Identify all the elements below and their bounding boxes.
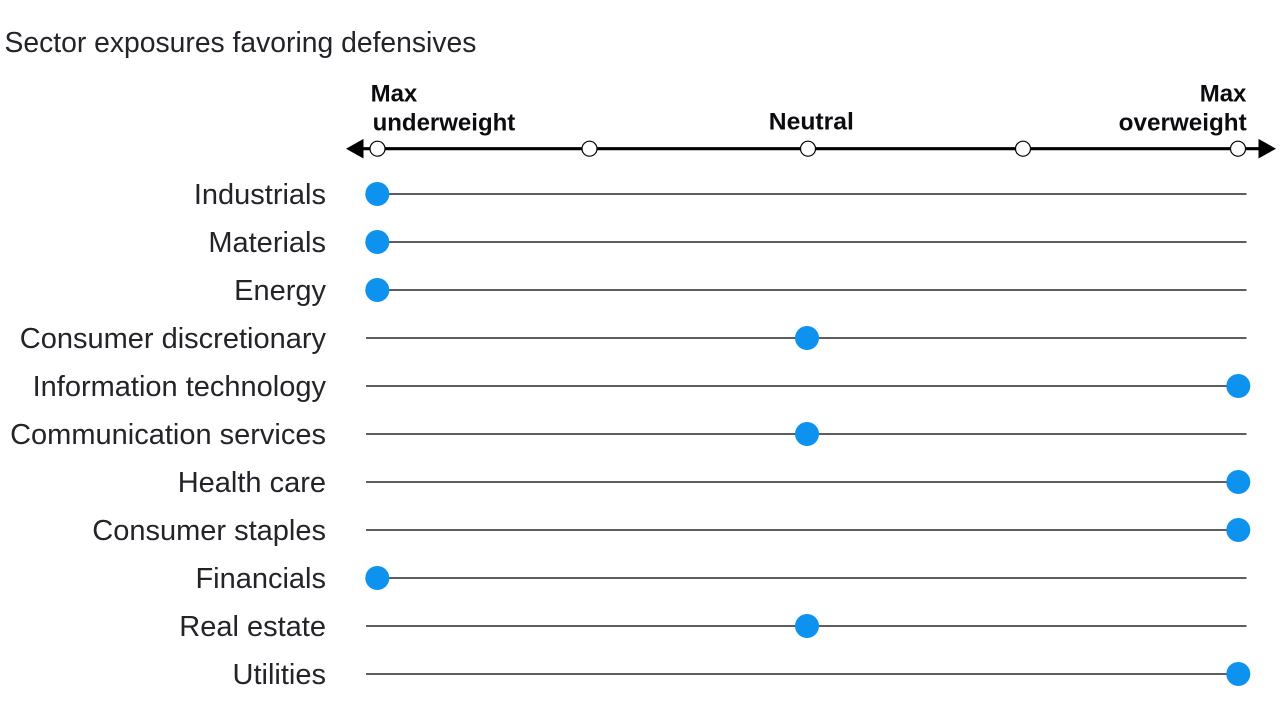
svg-text:Max: Max xyxy=(371,81,418,108)
svg-text:Materials: Materials xyxy=(208,227,326,259)
svg-text:Max: Max xyxy=(1200,81,1247,108)
svg-text:Utilities: Utilities xyxy=(233,659,326,691)
svg-text:Consumer staples: Consumer staples xyxy=(92,515,326,547)
svg-text:Financials: Financials xyxy=(195,563,326,595)
svg-text:Energy: Energy xyxy=(234,275,326,307)
svg-text:underweight: underweight xyxy=(373,110,516,137)
svg-text:Communication services: Communication services xyxy=(10,419,326,451)
svg-text:Information technology: Information technology xyxy=(33,371,327,403)
svg-text:Sector exposures favoring defe: Sector exposures favoring defensives xyxy=(5,26,477,58)
svg-text:Health care: Health care xyxy=(178,467,326,499)
svg-text:overweight: overweight xyxy=(1119,110,1247,137)
svg-text:Real estate: Real estate xyxy=(179,611,326,643)
svg-text:Industrials: Industrials xyxy=(194,179,326,211)
svg-text:Consumer discretionary: Consumer discretionary xyxy=(20,323,327,355)
svg-text:Neutral: Neutral xyxy=(769,108,854,135)
